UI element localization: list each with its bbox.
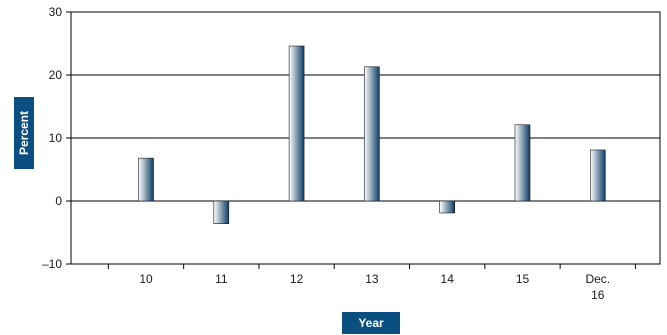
bar [364,66,380,202]
y-tick-label: –10 [42,257,62,271]
x-axis-title-box [342,312,400,334]
y-tick-label: 0 [55,194,62,208]
y-axis-title-text: Percent [17,111,31,155]
y-axis-title-box [14,97,34,169]
x-tick-label: 13 [365,272,379,286]
bars [138,45,606,224]
x-tick-label: 12 [290,272,304,286]
y-tick-label: 10 [49,131,63,145]
bar [589,149,606,202]
x-tick-label: 11 [215,272,228,286]
bar [439,200,456,214]
y-tick-label: 30 [49,5,63,19]
y-axis-ticks: –10 0 10 20 30 [42,5,71,271]
bar [213,200,230,224]
y-tick-label: 20 [49,68,63,82]
x-tick-label: 15 [516,272,530,286]
bar [138,157,154,202]
x-axis-title-text: Year [358,316,384,330]
bar [288,45,305,202]
x-axis-title: Year [342,312,400,334]
x-tick-label: 14 [441,272,455,286]
x-tick-label: 10 [139,272,153,286]
x-axis-ticks: 10 11 12 13 14 15 Dec. 16 [107,264,636,302]
bar [514,124,531,202]
x-tick-label: Dec. 16 [585,272,610,302]
y-axis-title: Percent [14,97,34,169]
